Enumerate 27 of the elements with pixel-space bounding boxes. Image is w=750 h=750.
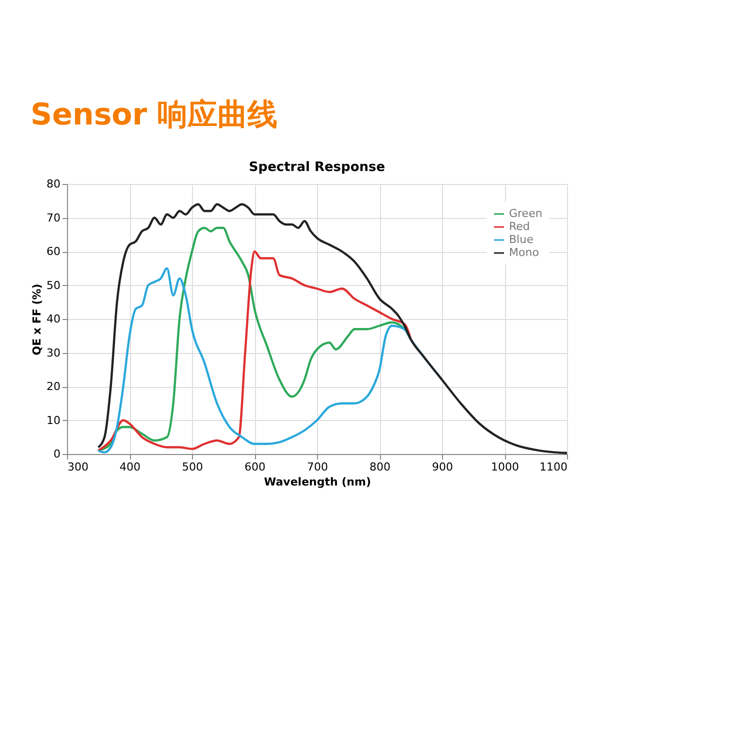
x-tick-label: 900 xyxy=(432,460,453,474)
line-series xyxy=(97,203,568,454)
y-tick-label: 0 xyxy=(54,448,60,460)
y-tick-label: 10 xyxy=(46,414,60,427)
x-tick-label: 700 xyxy=(307,460,328,474)
x-tick-label: 300 xyxy=(68,460,88,474)
chart-subtitle: Spectral Response xyxy=(248,160,386,175)
x-tick-label: 400 xyxy=(120,460,140,474)
y-tick-label: 60 xyxy=(46,245,60,258)
x-tick-label: 500 xyxy=(182,460,203,474)
x-tick-label: 800 xyxy=(370,460,390,474)
y-tick-label: 30 xyxy=(46,346,60,360)
legend-label: Green xyxy=(509,207,542,220)
legend-label: Red xyxy=(509,220,530,233)
x-tick-label: 600 xyxy=(244,460,266,474)
y-tick-label: 50 xyxy=(46,278,60,292)
chart-title: Sensor 响应曲线 xyxy=(30,98,278,132)
legend-label: Blue xyxy=(509,233,534,246)
x-tick-label: 1100 xyxy=(540,460,568,474)
y-tick-label: 70 xyxy=(46,211,60,224)
x-axis-title: Wavelength (nm) xyxy=(264,476,371,488)
y-axis-title: QE x FF (%) xyxy=(30,284,44,356)
y-tick-label: 80 xyxy=(46,178,60,190)
y-tick-label: 20 xyxy=(46,380,60,393)
legend-label: Mono xyxy=(509,246,540,259)
y-tick-label: 40 xyxy=(46,312,60,326)
x-tick-label: 1000 xyxy=(491,460,519,474)
